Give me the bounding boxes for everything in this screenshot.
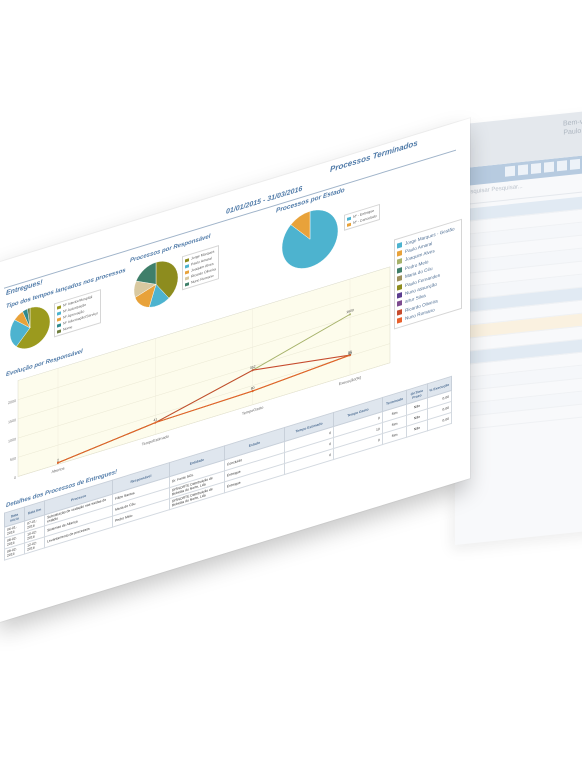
print-icon[interactable]	[570, 158, 580, 170]
y-tick-label: 2000	[8, 399, 16, 405]
pie-slice[interactable]	[16, 302, 50, 352]
pie-slice[interactable]	[155, 256, 178, 303]
legend-swatch	[397, 275, 402, 282]
legend-swatch	[397, 258, 402, 266]
mail-icon[interactable]	[557, 160, 567, 172]
legend-swatch	[397, 317, 402, 324]
pie-responsavel-chart	[134, 256, 178, 308]
report-sheet: Processos Terminados 01/01/2015 - 31/03/…	[0, 118, 470, 622]
evolucao-line-chart: 0500100015002000AbertosTempoEstimadoTemp…	[8, 266, 391, 481]
edit-icon[interactable]	[531, 162, 541, 175]
pie-slice[interactable]	[290, 210, 311, 245]
gear-icon[interactable]	[544, 161, 554, 173]
pie-tipos-chart	[10, 302, 50, 352]
legend-swatch	[397, 308, 402, 316]
y-tick-label: 0	[14, 476, 16, 481]
search-placeholder: Pesquisar...	[491, 183, 523, 194]
data-label: 41	[153, 417, 157, 422]
legend-swatch	[397, 266, 402, 274]
grid-line	[18, 304, 390, 420]
data-point[interactable]	[154, 421, 157, 424]
x-tick-label: Abertos	[51, 465, 64, 474]
data-label: 2	[57, 458, 59, 463]
data-point[interactable]	[251, 369, 254, 372]
legend-swatch	[397, 250, 402, 257]
data-point[interactable]	[57, 461, 59, 464]
y-tick-label: 500	[10, 456, 16, 462]
data-label: 80	[251, 386, 255, 391]
legend-swatch	[397, 241, 402, 249]
legend-swatch	[397, 300, 402, 308]
data-point[interactable]	[251, 389, 254, 393]
link-icon[interactable]	[505, 165, 515, 177]
report-title: Processos Terminados	[330, 138, 418, 175]
pie-slice[interactable]	[27, 307, 31, 329]
data-label: 352	[250, 365, 256, 371]
data-point[interactable]	[349, 354, 351, 357]
data-label: 95	[348, 350, 352, 355]
background-app-window: Bem-vindo(a) Paulo Amaral Pesquisar Pesq…	[455, 107, 582, 545]
data-point[interactable]	[349, 313, 351, 316]
legend-swatch	[397, 283, 402, 291]
pie-estado-chart	[282, 209, 338, 269]
grid-line	[18, 285, 390, 400]
y-tick-label: 1000	[8, 437, 16, 443]
x-tick-label: TempoGasto	[242, 405, 263, 416]
y-tick-label: 1500	[8, 418, 16, 424]
evolucao-legend: Jorge Marques - Gestão Paulo Amaral Joaq…	[394, 218, 462, 330]
pie-slice[interactable]	[10, 315, 31, 348]
pie-tipos-legend: Nº Interior/Hospital Nº Autorização Nº A…	[54, 289, 101, 338]
grid-line	[18, 343, 390, 458]
legend-swatch	[347, 222, 351, 227]
series-line[interactable]	[57, 354, 351, 464]
pie-slice[interactable]	[135, 262, 157, 290]
pie-estado-legend: Nº - Entregue Nº - Cancelado	[344, 203, 380, 231]
legend-swatch	[185, 281, 189, 286]
data-label: 1600	[346, 308, 354, 314]
grid-line	[18, 324, 390, 439]
legend-swatch	[397, 292, 402, 299]
data-label: 98	[348, 351, 352, 356]
file-icon[interactable]	[518, 164, 528, 176]
pie-responsavel-legend: Jorge Marques Paulo Amaral Joaquim Alves…	[182, 245, 219, 291]
x-tick-label: Execução(%)	[339, 374, 362, 386]
legend-swatch	[57, 328, 61, 334]
grid-line	[18, 362, 390, 477]
